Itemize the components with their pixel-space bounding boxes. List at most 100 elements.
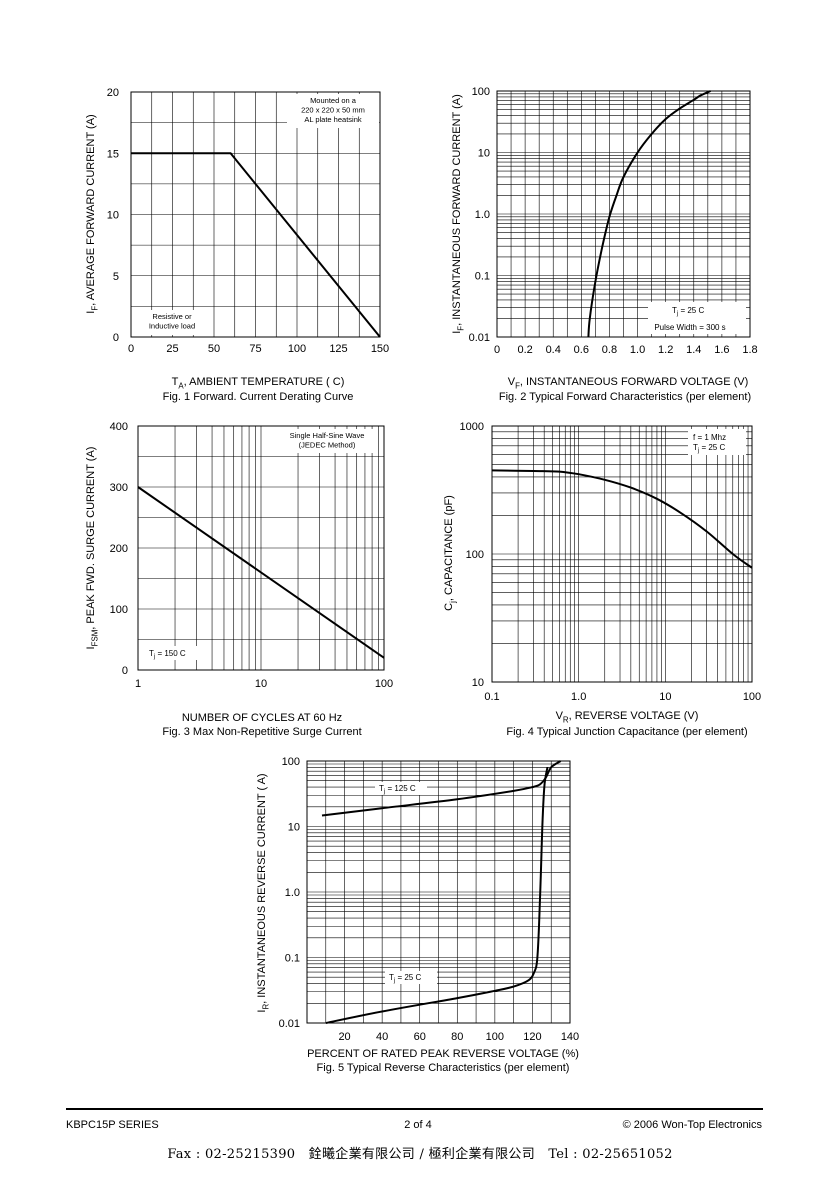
- fig4-x-tick: 0.1: [484, 691, 499, 703]
- fig4-y-tick: 100: [466, 549, 484, 561]
- fig2-x-tick: 0.4: [546, 344, 561, 356]
- fig1-x-tick: 125: [329, 343, 347, 355]
- fig2-forward-curve: [587, 90, 712, 338]
- fig2-x-tick: 1.2: [658, 344, 673, 356]
- fig1-mounting-note: AL plate heatsink: [304, 115, 362, 124]
- fig4-y-tick: 10: [472, 677, 484, 689]
- fig3-junction-temp-note: Tj = 150 C: [149, 649, 186, 660]
- fig1-y-tick: 20: [107, 87, 119, 99]
- annotation-box: [280, 429, 376, 453]
- fig5-chart: Tj = 125 C Tj = 25 C 20 40 60 80 100 120 140 0.01…: [256, 756, 579, 1074]
- fig5-y-tick: 0.1: [285, 953, 300, 965]
- fig5-y-tick: 10: [288, 822, 300, 834]
- fig5-y-tick: 100: [282, 756, 300, 768]
- fig3-caption: Fig. 3 Max Non-Repetitive Surge Current: [162, 726, 361, 738]
- fig2-y-axis-label: IF, INSTANTANEOUS FORWARD CURRENT (A): [451, 94, 465, 334]
- fig2-x-tick: 0: [494, 344, 500, 356]
- annotation-box: [145, 646, 197, 660]
- fig3-chart: Single Half-Sine Wave(JEDEC Method) Tj = …: [85, 421, 393, 738]
- fig5-x-tick: 60: [414, 1031, 426, 1043]
- fig2-x-tick: 0.6: [574, 344, 589, 356]
- plot-frame: [496, 90, 751, 338]
- fig3-waveform-note: (JEDEC Method): [299, 441, 356, 450]
- fig5-legend-125c: Tj = 125 C: [379, 784, 416, 795]
- fig3-x-tick: 100: [375, 678, 393, 690]
- fig2-x-tick: 1.4: [686, 344, 701, 356]
- fig4-capacitance-curve: [491, 469, 753, 569]
- fig1-mounting-note: Mounted on a: [310, 96, 357, 105]
- fig1-y-tick: 10: [107, 210, 119, 222]
- fig1-x-tick: 25: [166, 343, 178, 355]
- fig4-x-axis-label: VR, REVERSE VOLTAGE (V): [556, 710, 699, 724]
- fig4-junction-temp-note: Tj = 25 C: [693, 443, 725, 454]
- fig2-y-tick: 1.0: [475, 209, 490, 221]
- fig3-surge-curve: [137, 486, 385, 659]
- fig5-y-tick: 1.0: [285, 887, 300, 899]
- fig3-y-tick: 400: [110, 421, 128, 433]
- fig3-y-tick: 0: [122, 665, 128, 677]
- fig1-x-tick: 150: [371, 343, 389, 355]
- fig3-x-tick: 1: [135, 678, 141, 690]
- fig1-load-note: Resistive or: [152, 312, 192, 321]
- fig5-x-tick: 140: [561, 1031, 579, 1043]
- fig3-y-tick: 200: [110, 543, 128, 555]
- fig1-x-tick: 50: [208, 343, 220, 355]
- fig5-curve-125c: [321, 760, 562, 817]
- fig3-y-axis-label: IFSM, PEAK FWD. SURGE CURRENT (A): [85, 447, 99, 650]
- fig5-x-tick: 100: [486, 1031, 504, 1043]
- fig1-x-tick: 75: [249, 343, 261, 355]
- fig1-y-tick: 5: [113, 271, 119, 283]
- fig2-x-axis-label: VF, INSTANTANEOUS FORWARD VOLTAGE (V): [508, 376, 749, 390]
- fig2-x-tick: 0.2: [517, 344, 532, 356]
- fig4-x-tick: 1.0: [571, 691, 586, 703]
- fig4-x-tick: 100: [743, 691, 761, 703]
- fig2-x-tick: 1.0: [630, 344, 645, 356]
- fig5-x-tick: 120: [523, 1031, 541, 1043]
- fig2-y-tick: 0.1: [475, 271, 490, 283]
- fig5-y-tick: 0.01: [279, 1018, 300, 1030]
- fig3-waveform-note: Single Half-Sine Wave: [290, 431, 365, 440]
- fig3-x-axis-label: NUMBER OF CYCLES AT 60 Hz: [182, 712, 342, 724]
- fig5-x-tick: 80: [451, 1031, 463, 1043]
- footer-copyright: © 2006 Won-Top Electronics: [622, 1119, 762, 1131]
- fig1-x-tick: 100: [288, 343, 306, 355]
- fig3-y-tick: 100: [110, 604, 128, 616]
- fig3-y-tick: 300: [110, 482, 128, 494]
- fig1-caption: Fig. 1 Forward. Current Derating Curve: [163, 391, 354, 403]
- annotation-box: [133, 310, 211, 335]
- fig1-derating-curve: [131, 152, 381, 338]
- fig2-x-tick: 1.8: [742, 344, 757, 356]
- fig4-caption: Fig. 4 Typical Junction Capacitance (per…: [506, 726, 747, 738]
- fig5-legend-25c: Tj = 25 C: [389, 973, 421, 984]
- footer-fax-line: Fax : 02-25215390 銓曦企業有限公司 / 極利企業有限公司 Te…: [167, 1147, 673, 1162]
- plot-frame: [491, 425, 753, 683]
- fig4-y-axis-label: Cj, CAPACITANCE (pF): [443, 495, 457, 611]
- fig5-x-axis-label: PERCENT OF RATED PEAK REVERSE VOLTAGE (%…: [307, 1048, 579, 1060]
- fig1-x-axis-label: TA, AMBIENT TEMPERATURE ( C): [172, 376, 345, 390]
- fig1-y-tick: 15: [107, 148, 119, 160]
- fig2-pulse-width-note: Pulse Width = 300 s: [654, 323, 725, 332]
- fig5-curve-25c: [325, 767, 549, 1024]
- fig2-x-tick: 0.8: [602, 344, 617, 356]
- fig2-x-tick: 1.6: [714, 344, 729, 356]
- annotation-box: [648, 302, 746, 334]
- fig2-y-tick: 100: [472, 86, 490, 98]
- fig4-x-tick: 10: [659, 691, 671, 703]
- fig2-y-tick: 10: [478, 148, 490, 160]
- footer-series-name: KBPC15P SERIES: [66, 1119, 159, 1131]
- fig1-x-tick: 0: [128, 343, 134, 355]
- footer-page-number: 2 of 4: [404, 1119, 432, 1131]
- fig3-x-tick: 10: [255, 678, 267, 690]
- annotation-box: [375, 782, 427, 795]
- fig5-x-tick: 20: [338, 1031, 350, 1043]
- fig2-y-tick: 0.01: [469, 332, 490, 344]
- plot-frame: [306, 760, 571, 1024]
- annotation-box: [385, 971, 437, 984]
- fig2-junction-temp-note: Tj = 25 C: [672, 306, 704, 317]
- fig5-y-axis-label: IR, INSTANTANEOUS REVERSE CURRENT ( A): [256, 773, 270, 1012]
- fig2-caption: Fig. 2 Typical Forward Characteristics (…: [499, 391, 751, 403]
- plot-frame: [130, 91, 381, 338]
